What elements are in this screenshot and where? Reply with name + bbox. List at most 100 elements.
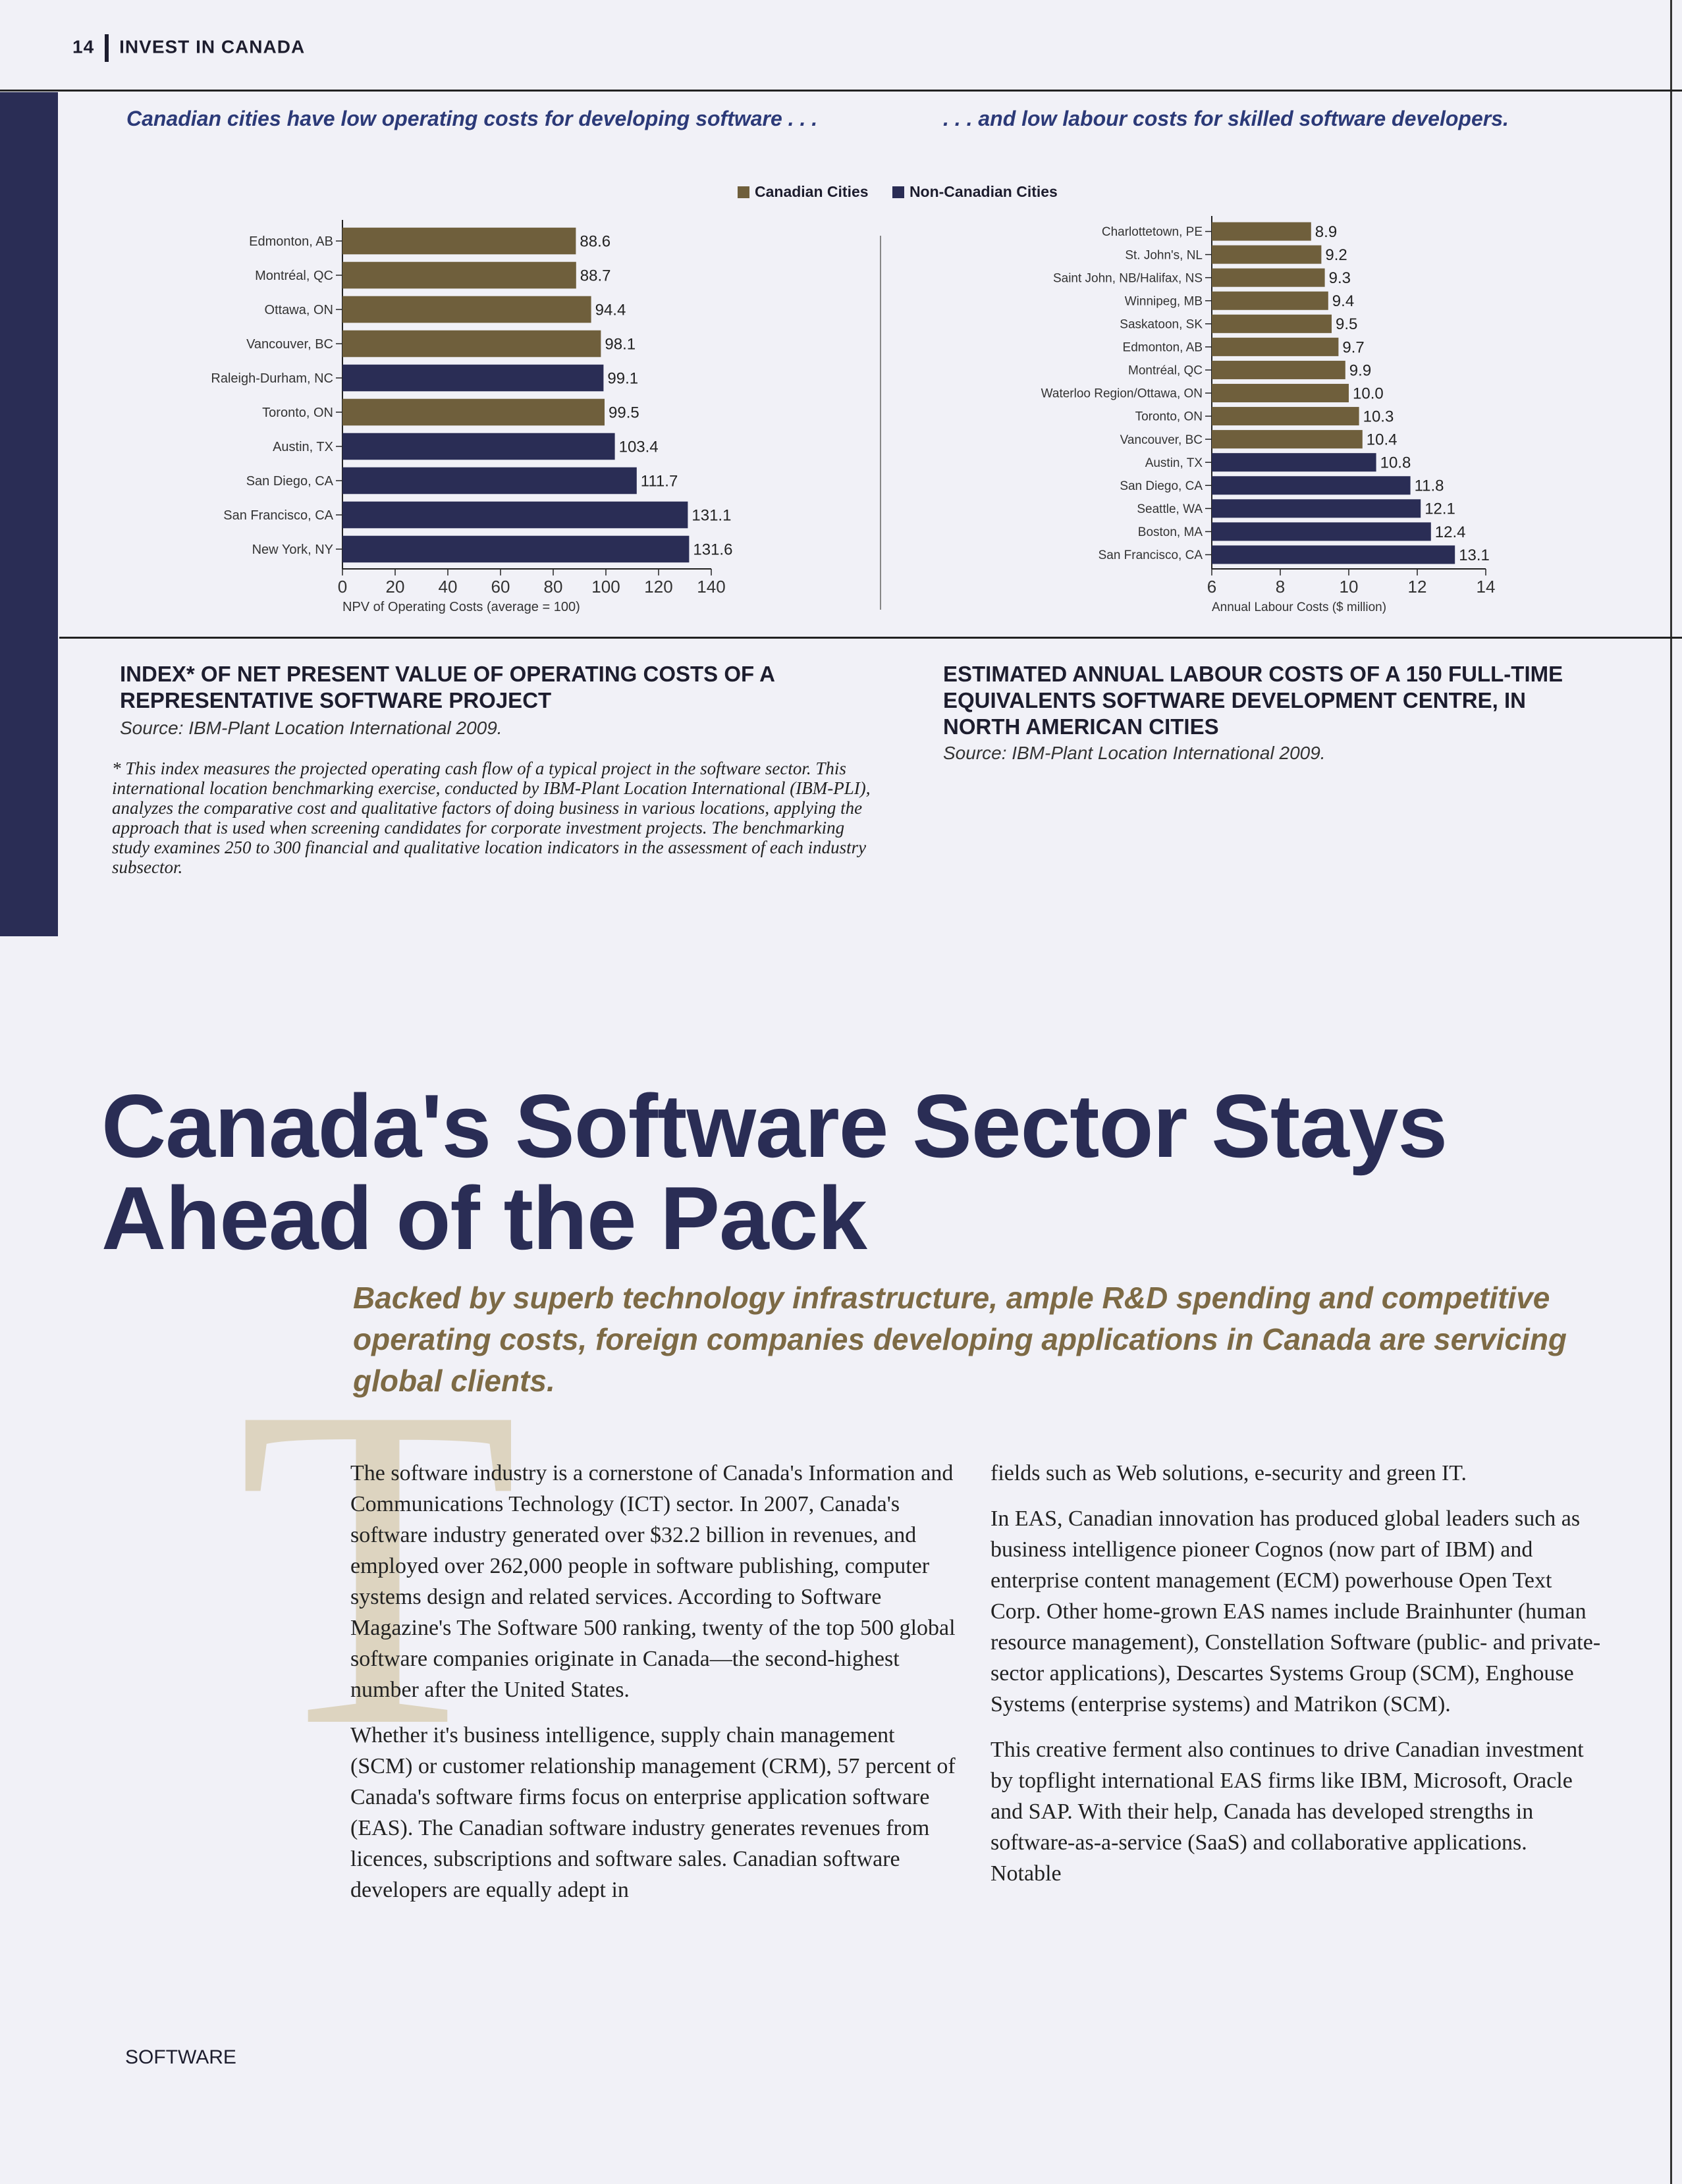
x-axis-title: Annual Labour Costs ($ million) [1212,600,1386,614]
chart-divider [880,236,881,610]
footnote: * This index measures the projected oper… [112,759,871,877]
bar [342,501,688,529]
x-axis-title: NPV of Operating Costs (average = 100) [342,600,580,614]
data-label: 98.1 [605,335,636,353]
x-tick-label: 12 [1408,577,1427,597]
x-tick-label: 10 [1340,577,1359,597]
data-label: 131.1 [692,506,731,524]
paragraph: fields such as Web solutions, e-security… [990,1461,1467,1485]
category-label: Austin, TX [273,440,333,454]
drop-cap: T [237,1312,519,1822]
data-label: 111.7 [641,472,678,490]
bar [1212,337,1339,356]
category-label: Saint John, NB/Halifax, NS [1053,271,1203,285]
data-label: 9.3 [1329,269,1351,287]
category-label: Edmonton, AB [1123,341,1203,355]
bar [1212,268,1325,287]
category-label: Seattle, WA [1137,502,1203,516]
bar [1212,476,1411,495]
bar [1212,360,1345,379]
category-label: New York, NY [252,543,333,557]
category-label: Toronto, ON [262,406,333,420]
bar [1212,453,1376,472]
bar [1212,383,1349,403]
category-label: Edmonton, AB [249,234,333,249]
category-label: Saskatoon, SK [1120,317,1203,331]
category-label: San Francisco, CA [223,508,333,523]
category-label: Montréal, QC [255,269,333,283]
category-label: St. John's, NL [1125,248,1203,262]
left-accent-bar [0,92,58,936]
page-number: 14 [72,36,95,57]
data-label: 10.8 [1380,454,1411,472]
paragraph: The software industry is a cornerstone o… [350,1461,956,1702]
data-label: 10.0 [1353,385,1384,402]
article-headline: Canada's Software Sector Stays Ahead of … [101,1076,1448,1268]
data-label: 10.3 [1363,408,1394,425]
chart-source-right: Source: IBM-Plant Location International… [943,743,1326,763]
data-label: 9.7 [1342,338,1364,356]
data-label: 12.4 [1435,523,1466,541]
legend-swatch-non-canadian [892,186,904,198]
bar [342,364,604,392]
data-label: 88.7 [580,267,611,284]
data-label: 12.1 [1424,500,1455,518]
data-label: 10.4 [1367,431,1397,449]
bar [1212,499,1421,518]
category-label: Vancouver, BC [246,337,333,352]
category-label: San Diego, CA [1120,479,1203,493]
category-label: Raleigh-Durham, NC [211,371,333,386]
x-tick-label: 40 [439,577,458,597]
operating-costs-chart: Edmonton, AB 88.6 Montréal, QC 88.7 Ottawa, … [211,220,732,614]
legend-label-non-canadian: Non-Canadian Cities [909,183,1058,200]
bar [342,398,605,426]
bar [1212,522,1431,541]
chart-caption-left: Canadian cities have low operating costs… [126,107,818,130]
bar [1212,222,1311,241]
bar [1212,407,1359,426]
article-deck: Backed by superb technology infrastructu… [353,1281,1567,1398]
x-tick-label: 120 [644,577,672,597]
bar [342,227,576,255]
chart-title-left: INDEX* OF NET PRESENT VALUE OF OPERATING… [120,662,774,712]
category-label: Toronto, ON [1135,410,1203,424]
footer-section: SOFTWARE [125,2046,236,2068]
category-label: San Francisco, CA [1099,548,1203,562]
x-tick-label: 80 [544,577,563,597]
top-rule [0,90,1682,92]
data-label: 9.4 [1332,292,1354,310]
data-label: 13.1 [1459,546,1490,564]
header-section: INVEST IN CANADA [119,36,306,57]
data-label: 9.2 [1325,246,1347,264]
data-label: 94.4 [595,301,626,319]
bar [342,467,637,494]
labour-costs-chart: Charlottetown, PE 8.9 St. John's, NL 9.2 Sai… [1041,216,1495,614]
x-tick-label: 0 [338,577,347,597]
x-tick-label: 140 [697,577,725,597]
category-label: Boston, MA [1138,525,1203,539]
category-label: Austin, TX [1145,456,1203,470]
bar [1212,314,1332,333]
data-label: 99.5 [609,404,639,421]
category-label: Charlottetown, PE [1102,225,1203,239]
category-label: San Diego, CA [246,474,334,489]
category-label: Montréal, QC [1128,364,1203,378]
category-label: Waterloo Region/Ottawa, ON [1041,387,1203,401]
data-label: 99.1 [607,369,638,387]
paragraph: In EAS, Canadian innovation has produced… [990,1506,1601,1717]
data-label: 88.6 [580,232,610,250]
bar [342,433,615,460]
bar [1212,245,1322,264]
x-tick-label: 8 [1276,577,1285,597]
data-label: 9.5 [1336,315,1357,333]
article-column-1: The software industry is a cornerstone o… [350,1458,956,1920]
bar [1212,291,1328,310]
bar [1212,545,1455,564]
x-tick-label: 60 [491,577,510,597]
bar [342,535,690,563]
data-label: 103.4 [619,438,659,456]
chart-caption-right: . . . and low labour costs for skilled s… [943,107,1509,130]
bar [342,330,601,358]
category-label: Winnipeg, MB [1125,294,1203,308]
data-label: 131.6 [693,541,732,558]
